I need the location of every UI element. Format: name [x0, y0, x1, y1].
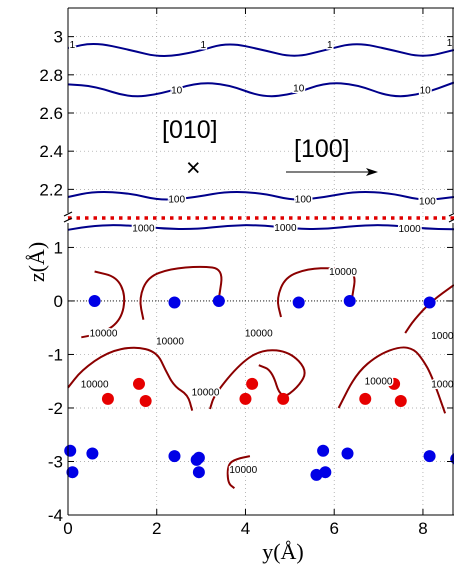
x-tick-label: 0	[63, 519, 72, 538]
contour-level-label: 10	[293, 84, 305, 95]
y-tick-label: 2.4	[39, 142, 63, 161]
blue-atom	[423, 296, 436, 309]
y-tick-label: 3	[54, 28, 63, 47]
axis-break-mark	[448, 218, 454, 223]
contour-line-100	[67, 190, 454, 201]
contour-level-label: 10	[420, 86, 432, 97]
contour-level-label: 10	[171, 86, 183, 97]
red-atom	[277, 392, 290, 405]
contour-line-10000	[276, 267, 356, 318]
contour-level-label: 1	[327, 40, 333, 51]
y-tick-label: 2.8	[39, 66, 63, 85]
axes-frame	[63, 7, 454, 516]
y-tick-label: -4	[48, 506, 63, 525]
axis-break-mark	[448, 212, 454, 217]
x-tick-label: 4	[241, 519, 250, 538]
axis-break-mark	[63, 217, 73, 223]
contour-level-label: 1000	[274, 223, 297, 234]
blue-atom	[192, 466, 205, 479]
x-tick-label: 2	[152, 519, 161, 538]
contour-line-1000	[67, 224, 454, 231]
blue-atom	[292, 296, 305, 309]
atom-markers	[64, 294, 454, 481]
blue-atom	[86, 447, 99, 460]
contour-level-label: 10000	[81, 379, 109, 390]
contour-level-label: 10000	[431, 331, 454, 342]
x-axis-title: y(Å)	[262, 539, 304, 564]
y-tick-label: -1	[48, 345, 63, 364]
contour-level-label: 100	[168, 194, 185, 205]
y-axis-title: z(Å)	[24, 242, 49, 282]
annotations: [010] × [100]	[162, 116, 378, 182]
contour-level-label: 10000	[229, 465, 257, 476]
red-atom	[139, 395, 152, 408]
blue-atom	[64, 444, 77, 457]
contour-level-label: 100	[295, 194, 312, 205]
contour-level-label: 10000	[431, 379, 454, 390]
y-tick-label: 2.6	[39, 104, 63, 123]
blue-atom	[168, 450, 181, 463]
contour-line-10000	[337, 346, 447, 414]
blue-atom	[319, 466, 332, 479]
y-tick-label: 2.2	[39, 180, 63, 199]
x-tick-label: 8	[418, 519, 427, 538]
red-atom	[388, 377, 401, 390]
reference-lines	[68, 216, 454, 302]
blue-atom	[317, 444, 330, 457]
blue-atom	[423, 450, 436, 463]
contour-level-label: 1000	[399, 224, 422, 235]
blue-atom	[341, 447, 354, 460]
y-tick-label: -3	[48, 452, 63, 471]
contour-line-1	[67, 43, 454, 57]
contour-line-10000	[67, 346, 194, 411]
direction-010-label: [010]	[162, 116, 218, 144]
y-tick-label: 0	[54, 292, 63, 311]
contour-level-label: 100	[419, 196, 436, 207]
direction-arrow-head	[366, 168, 378, 176]
contour-level-label: 1000	[132, 224, 155, 235]
red-atom	[359, 392, 372, 405]
x-tick-label: 6	[329, 519, 338, 538]
red-atom	[246, 377, 259, 390]
blue-atom	[168, 296, 181, 309]
contour-labels: 1 1 1 1 10 10 10 100 100 100 1000 1000 1000 10000 1000…	[68, 36, 454, 477]
contour-line-10	[67, 81, 454, 98]
red-atom	[101, 392, 114, 405]
y-tick-label: 1	[54, 238, 63, 257]
cross-symbol: ×	[186, 154, 201, 182]
contour-lines	[67, 43, 454, 489]
blue-atom	[66, 466, 79, 479]
contour-level-label: 10000	[156, 337, 184, 348]
y-tick-label: -2	[48, 399, 63, 418]
contour-level-label: 1	[201, 40, 207, 51]
contour-level-label: 10000	[90, 329, 118, 340]
contour-line-10000	[226, 455, 251, 489]
contour-line-10000	[139, 265, 223, 320]
contour-level-label: 10000	[365, 377, 393, 388]
axis-break-mark	[63, 211, 73, 217]
contour-level-label: 10000	[329, 267, 357, 278]
direction-100-label: [100]	[294, 135, 350, 163]
blue-atom	[212, 294, 225, 307]
axis-ticks: 0 2 4 6 8 2.2 2.4 2.6 2.8 3 -4 -3 -2 -1 0 1	[39, 8, 453, 538]
contour-line-10000	[81, 270, 126, 339]
blue-atom	[190, 453, 203, 466]
blue-atom	[343, 294, 356, 307]
contour-level-label: 10000	[192, 387, 220, 398]
contour-level-label: 10000	[245, 329, 273, 340]
contour-level-label: 1	[447, 38, 453, 49]
contour-level-label: 1	[70, 40, 76, 51]
red-atom	[239, 392, 252, 405]
red-atom	[394, 395, 407, 408]
blue-atom	[88, 294, 101, 307]
red-atom	[132, 377, 145, 390]
